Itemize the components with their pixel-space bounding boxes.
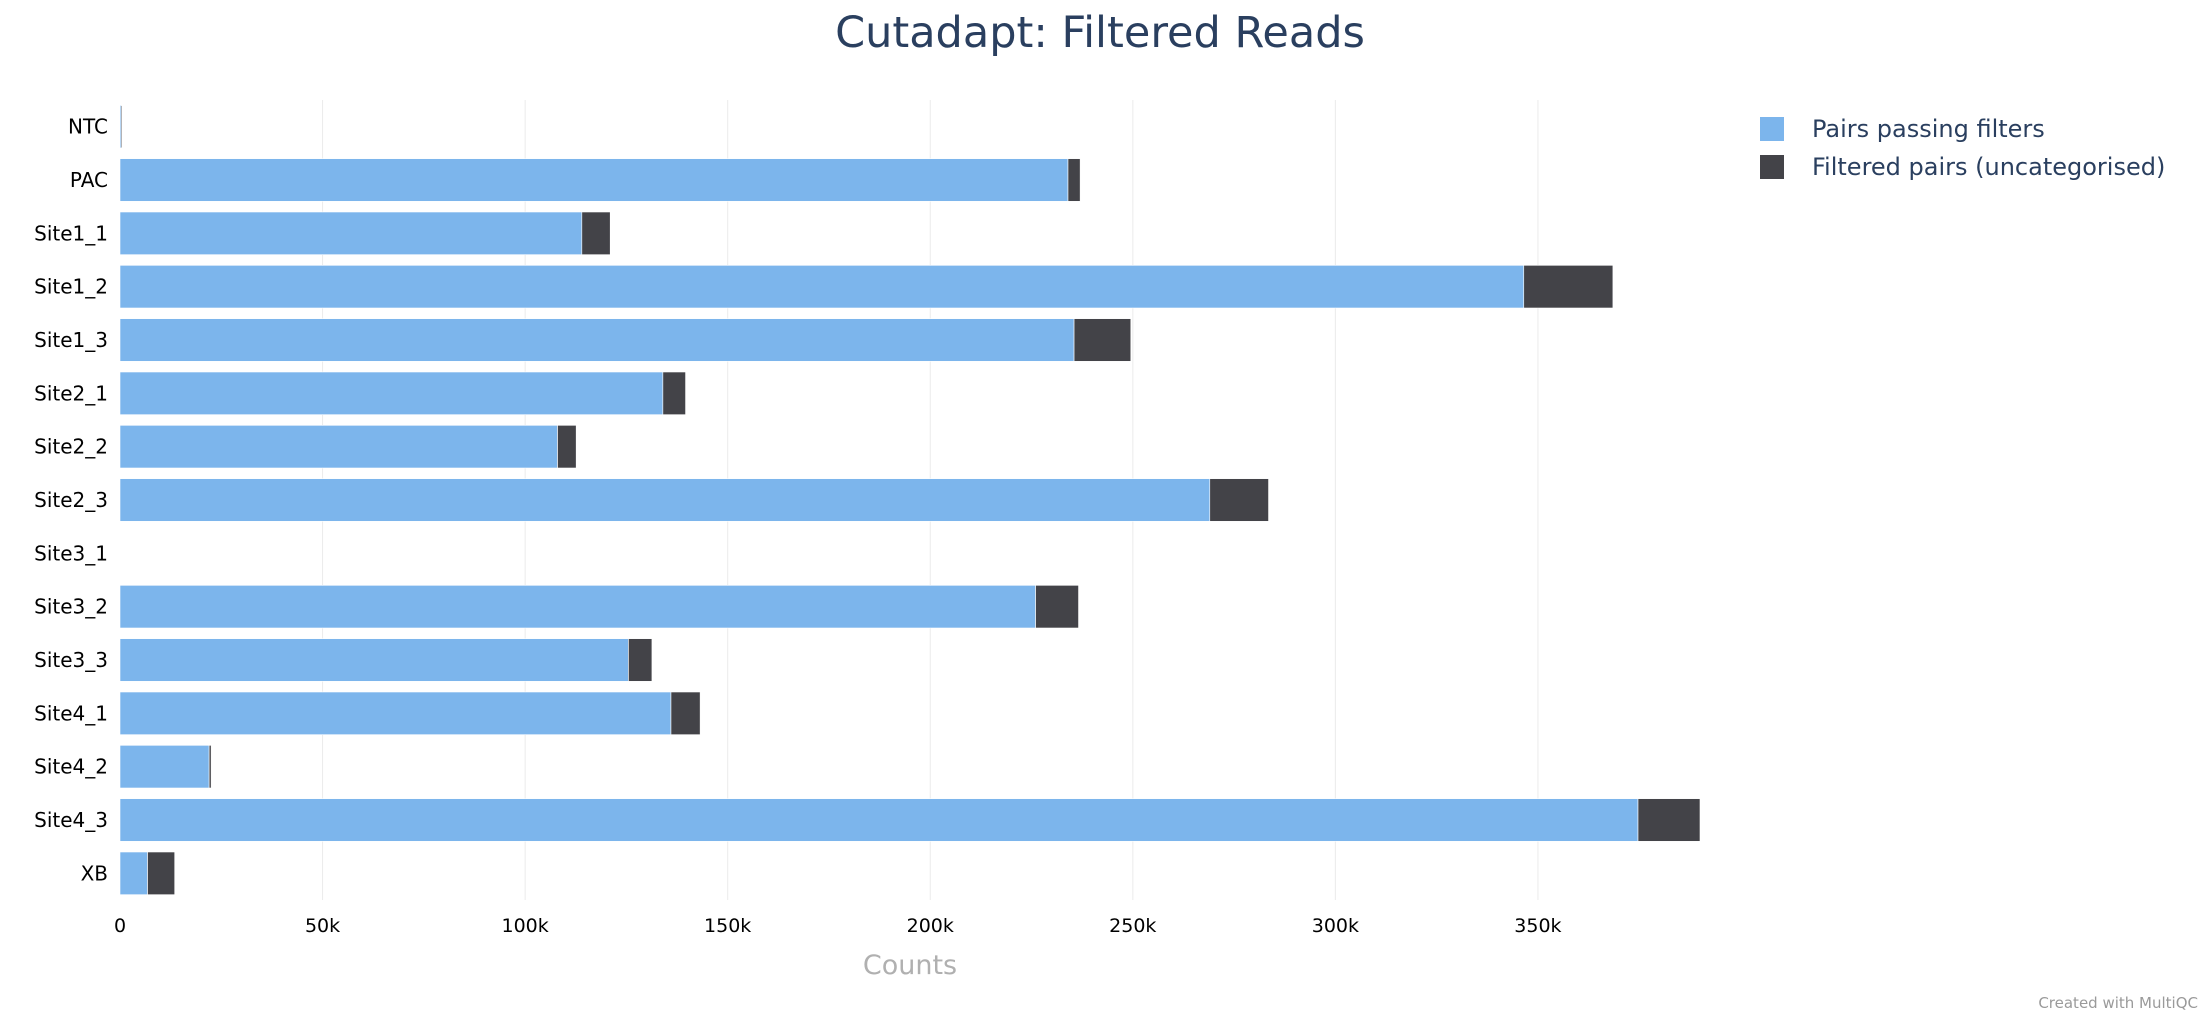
bar-filtered-pairs xyxy=(628,638,653,682)
bar-pairs-passing xyxy=(119,318,1075,362)
y-axis-label: Site1_3 xyxy=(34,328,108,352)
y-axis-label: Site1_1 xyxy=(34,221,108,245)
bar-filtered-pairs xyxy=(147,851,175,895)
y-axis-label: Site3_1 xyxy=(34,541,108,565)
legend-label: Pairs passing filters xyxy=(1812,115,2045,143)
bar-filtered-pairs xyxy=(557,425,577,469)
bars xyxy=(119,105,1701,895)
bar-filtered-pairs xyxy=(1067,158,1081,202)
chart-title: Cutadapt: Filtered Reads xyxy=(835,8,1365,58)
x-tick-label: 200k xyxy=(907,915,954,937)
bar-pairs-passing xyxy=(119,478,1211,522)
bar-filtered-pairs xyxy=(662,371,686,415)
y-axis-label: Site3_2 xyxy=(34,595,108,619)
bar-pairs-passing xyxy=(119,851,148,895)
x-tick-label: 300k xyxy=(1312,915,1359,937)
x-tick-label: 350k xyxy=(1514,915,1561,937)
bar-pairs-passing xyxy=(119,638,629,682)
bar-pairs-passing xyxy=(119,265,1525,309)
y-axis-label: PAC xyxy=(70,168,108,192)
y-axis-label: Site2_2 xyxy=(34,435,108,459)
bar-filtered-pairs xyxy=(120,105,123,149)
y-axis-label: Site2_3 xyxy=(34,488,108,512)
y-axis-label: XB xyxy=(81,861,108,885)
y-axis-label: Site1_2 xyxy=(34,275,108,299)
y-axis-label: Site4_1 xyxy=(34,701,108,725)
y-axis-label: Site4_2 xyxy=(34,755,108,779)
legend-swatch xyxy=(1760,117,1784,141)
x-axis-title: Counts xyxy=(863,950,957,981)
credit-text: Created with MultiQC xyxy=(2038,994,2198,1012)
bar-pairs-passing xyxy=(119,798,1639,842)
y-axis-label: Site3_3 xyxy=(34,648,108,672)
bar-filtered-pairs xyxy=(1073,318,1132,362)
bar-pairs-passing xyxy=(119,158,1069,202)
bar-filtered-pairs xyxy=(1637,798,1701,842)
y-axis-label: NTC xyxy=(68,115,108,139)
bar-pairs-passing xyxy=(119,585,1036,629)
y-axis-label: Site4_3 xyxy=(34,808,108,832)
bar-filtered-pairs xyxy=(208,745,212,789)
legend: Pairs passing filters Filtered pairs (unc… xyxy=(1760,115,2165,181)
bar-filtered-pairs xyxy=(670,691,701,735)
bar-filtered-pairs xyxy=(1035,585,1079,629)
x-tick-label: 50k xyxy=(305,915,340,937)
bar-filtered-pairs xyxy=(581,211,611,255)
bar-pairs-passing xyxy=(119,691,672,735)
bar-filtered-pairs xyxy=(1209,478,1269,522)
bar-pairs-passing xyxy=(119,745,210,789)
x-tick-label: 150k xyxy=(704,915,751,937)
legend-swatch xyxy=(1760,155,1784,179)
y-axis-labels: NTC PAC Site1_1 Site1_2 Site1_3 Site2_1 Site2_… xyxy=(34,115,108,886)
x-axis-ticks: 0 50k 100k 150k 200k 250k 300k 350k xyxy=(114,915,1562,937)
legend-label: Filtered pairs (uncategorised) xyxy=(1812,153,2165,181)
bar-pairs-passing xyxy=(119,425,558,469)
x-tick-label: 250k xyxy=(1109,915,1156,937)
x-tick-label: 0 xyxy=(114,915,126,937)
y-axis-label: Site2_1 xyxy=(34,381,108,405)
x-tick-label: 100k xyxy=(501,915,548,937)
bar-pairs-passing xyxy=(119,211,583,255)
bar-filtered-pairs xyxy=(1523,265,1614,309)
bar-pairs-passing xyxy=(119,371,664,415)
